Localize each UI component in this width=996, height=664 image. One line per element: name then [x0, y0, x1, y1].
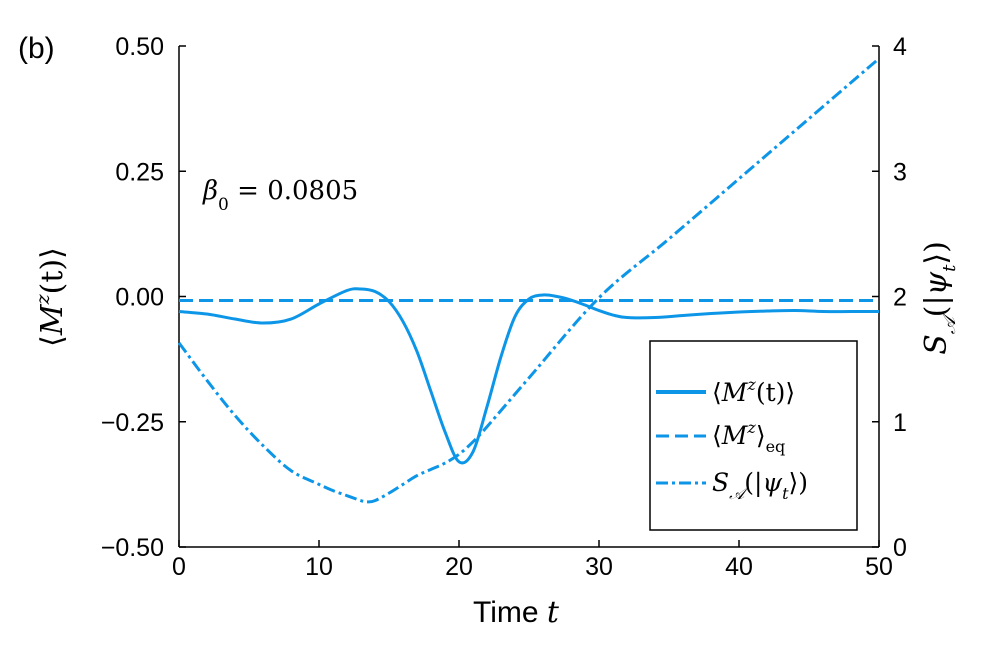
legend: ⟨Mz(t)⟩ ⟨Mz⟩eq S𝒜(|ψt⟩) [649, 340, 858, 531]
legend-0-rest: (t) [756, 378, 786, 407]
x-tick-label: 10 [305, 553, 333, 581]
series-entanglement-entropy [177, 57, 880, 504]
x-tick-label: 0 [172, 553, 186, 581]
y-left-tick-label: −0.50 [101, 534, 164, 562]
x-tick-label: 30 [585, 553, 613, 581]
legend-0-open: ⟨ [712, 378, 722, 407]
legend-2-symbol: S [712, 468, 729, 497]
beta-equals: = [229, 176, 267, 206]
x-axis-label-symbol: t [547, 595, 560, 630]
y-right-psi-sub: t [939, 264, 960, 272]
y-left-rest: (t) [35, 259, 70, 294]
legend-1-symbol: M [721, 421, 749, 450]
y-right-psi: ψ [919, 271, 954, 295]
y-left-tick-label: 0.25 [115, 158, 164, 186]
x-tick-label: 50 [865, 553, 893, 581]
legend-label-entropy: S𝒜(|ψt⟩) [712, 468, 808, 503]
y-right-close: ⟩) [919, 241, 954, 264]
y-right-open: (| [919, 295, 954, 317]
legend-0-symbol: M [721, 378, 749, 407]
x-tick-label: 20 [445, 553, 473, 581]
y-left-symbol: M [35, 303, 70, 336]
legend-2-close: ⟩) [789, 468, 809, 497]
legend-1-open: ⟨ [712, 421, 722, 450]
y-left-open: ⟨ [35, 335, 70, 347]
y-right-tick-label: 4 [893, 33, 907, 61]
legend-2-psi: ψ [762, 468, 782, 497]
legend-label-mz-eq: ⟨Mz⟩eq [712, 418, 785, 456]
beta-annotation: β0 = 0.0805 [202, 176, 358, 215]
axes [178, 45, 880, 548]
y-right-symbol: S [919, 334, 954, 355]
legend-0-close: ⟩ [785, 378, 795, 407]
y-left-sup: z [32, 293, 54, 305]
y-axis-left-label: ⟨Mz(t)⟩ [32, 247, 70, 347]
y-left-tick-label: −0.25 [101, 409, 164, 437]
legend-1-sup: z [746, 418, 756, 437]
y-axis-right-label: S𝒜(|ψt⟩) [919, 241, 960, 355]
legend-0-sup: z [746, 375, 756, 394]
y-right-tick-label: 2 [893, 284, 907, 312]
legend-2-open: (| [744, 468, 762, 498]
y-left-close: ⟩ [35, 247, 70, 259]
x-axis-label-text: Time [473, 596, 547, 629]
series-group [177, 57, 880, 504]
legend-label-mz-t: ⟨Mz(t)⟩ [712, 375, 795, 407]
legend-1-sub: eq [766, 437, 786, 456]
panel-label: (b) [18, 32, 55, 65]
legend-2-psi-sub: t [782, 484, 789, 503]
y-right-tick-label: 3 [893, 158, 907, 186]
y-right-tick-label: 0 [893, 534, 907, 562]
y-right-sub: 𝒜 [939, 312, 960, 334]
y-left-tick-label: 0.00 [115, 284, 164, 312]
legend-1-close: ⟩ [756, 421, 766, 450]
x-axis-label: Time t [473, 595, 560, 630]
series-magnetization [178, 287, 879, 465]
x-tick-label: 40 [725, 553, 753, 581]
beta-value: 0.0805 [267, 176, 358, 206]
legend-2-sub: 𝒜 [729, 484, 749, 503]
y-right-tick-label: 1 [893, 409, 907, 437]
y-left-tick-label: 0.50 [115, 33, 164, 61]
beta-symbol: β [202, 176, 218, 206]
beta-subscript: 0 [218, 195, 229, 215]
